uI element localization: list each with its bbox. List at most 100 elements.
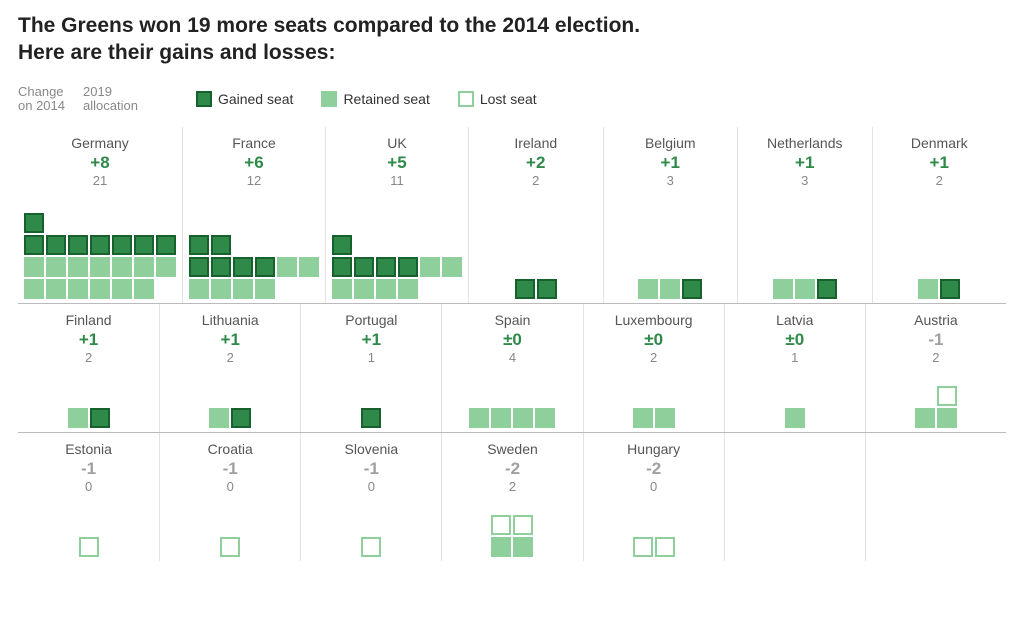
seat-retained — [513, 537, 533, 557]
seat-retained — [299, 257, 319, 277]
country-name: Germany — [24, 135, 176, 151]
seat-retained — [491, 537, 511, 557]
seat-change: -1 — [24, 459, 153, 479]
country-name: Croatia — [166, 441, 294, 457]
country-cell: Sweden-22 — [441, 433, 582, 561]
grid-row: Germany+821France+612UK+511Ireland+22Bel… — [18, 127, 1006, 303]
legend-gained: Gained seat — [196, 91, 294, 107]
seat-grid — [785, 408, 805, 428]
country-cell: Latvia±01 — [724, 304, 865, 432]
seat-change: +1 — [744, 153, 866, 173]
seat-blank — [112, 213, 132, 233]
seat-retained — [535, 408, 555, 428]
seat-gained — [398, 257, 418, 277]
seat-change: +1 — [24, 330, 153, 350]
country-name: Lithuania — [166, 312, 294, 328]
seat-blank — [233, 235, 253, 255]
seat-retained — [785, 408, 805, 428]
seat-grid — [79, 537, 99, 557]
country-name: Estonia — [24, 441, 153, 457]
seat-blank — [277, 235, 297, 255]
country-name: Ireland — [475, 135, 597, 151]
seat-blank — [156, 279, 176, 299]
seat-retained — [134, 279, 154, 299]
seat-retained — [638, 279, 658, 299]
seat-retained — [156, 257, 176, 277]
seat-retained — [918, 279, 938, 299]
seat-gained — [68, 235, 88, 255]
seat-gained — [134, 235, 154, 255]
seat-blank — [376, 235, 396, 255]
seat-lost — [655, 537, 675, 557]
seat-area — [448, 365, 576, 428]
seat-change: +8 — [24, 153, 176, 173]
seat-change: +1 — [610, 153, 732, 173]
seat-grid — [469, 408, 555, 428]
seat-retained — [633, 408, 653, 428]
country-cell: Spain±04 — [441, 304, 582, 432]
seat-allocation: 3 — [744, 173, 866, 188]
seat-retained — [112, 257, 132, 277]
seat-change: ±0 — [590, 330, 718, 350]
country-name: France — [189, 135, 319, 151]
seat-gained — [682, 279, 702, 299]
seat-allocation: 2 — [24, 350, 153, 365]
seat-change: +1 — [166, 330, 294, 350]
seat-area — [475, 188, 597, 299]
seat-gained — [211, 235, 231, 255]
country-name: Portugal — [307, 312, 435, 328]
country-name: Hungary — [590, 441, 718, 457]
country-cell: Hungary-20 — [583, 433, 724, 561]
seat-area — [332, 188, 462, 299]
seat-retained — [655, 408, 675, 428]
seat-retained — [68, 408, 88, 428]
seat-blank — [90, 213, 110, 233]
seat-gained — [332, 235, 352, 255]
title-line-1: The Greens won 19 more seats compared to… — [18, 14, 640, 37]
seat-lost — [361, 537, 381, 557]
country-name: Latvia — [731, 312, 859, 328]
seat-blank — [915, 386, 935, 406]
seat-retained — [332, 279, 352, 299]
seat-retained — [90, 279, 110, 299]
legend-lost-swatch — [458, 91, 474, 107]
seat-retained — [442, 257, 462, 277]
country-name: Belgium — [610, 135, 732, 151]
seat-gained — [189, 235, 209, 255]
seat-gained — [361, 408, 381, 428]
seat-retained — [937, 408, 957, 428]
header-row: Change on 2014 2019 allocation Gained se… — [18, 85, 1006, 114]
country-cell: Lithuania+12 — [159, 304, 300, 432]
country-name: Luxembourg — [590, 312, 718, 328]
seat-retained — [90, 257, 110, 277]
seat-grid — [915, 386, 957, 428]
seat-change: ±0 — [448, 330, 576, 350]
country-name: Slovenia — [307, 441, 435, 457]
seat-allocation: 0 — [24, 479, 153, 494]
seat-gained — [231, 408, 251, 428]
seat-allocation: 2 — [872, 350, 1000, 365]
seat-retained — [420, 257, 440, 277]
seat-gained — [189, 257, 209, 277]
seat-retained — [209, 408, 229, 428]
seat-grid — [633, 408, 675, 428]
grid-row: Estonia-10Croatia-10Slovenia-10Sweden-22… — [18, 432, 1006, 561]
country-cell: Austria-12 — [865, 304, 1006, 432]
seat-grid — [220, 537, 240, 557]
seat-allocation: 1 — [307, 350, 435, 365]
seat-change: -2 — [448, 459, 576, 479]
seat-area — [166, 365, 294, 428]
seat-allocation: 2 — [590, 350, 718, 365]
seat-allocation: 4 — [448, 350, 576, 365]
seat-grid — [773, 279, 837, 299]
seat-blank — [68, 213, 88, 233]
seat-area — [731, 365, 859, 428]
legend-retained-swatch — [321, 91, 337, 107]
country-cell: UK+511 — [325, 127, 468, 303]
seat-allocation: 0 — [307, 479, 435, 494]
seat-blank — [420, 235, 440, 255]
seat-blank — [134, 213, 154, 233]
country-name: Netherlands — [744, 135, 866, 151]
seat-area — [166, 494, 294, 557]
seat-change: -2 — [590, 459, 718, 479]
